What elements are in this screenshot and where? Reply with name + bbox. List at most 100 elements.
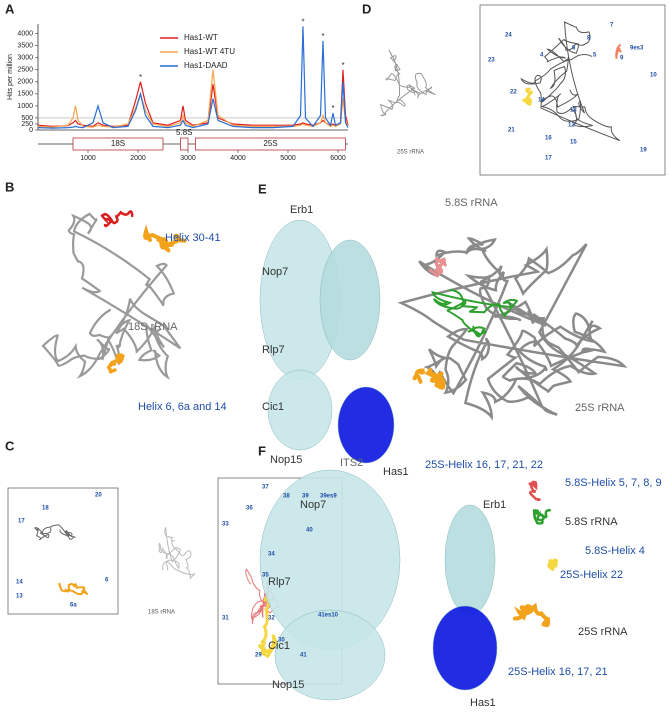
label: 22 (510, 90, 517, 96)
rna-ribbon (257, 595, 278, 659)
caption: 18S rRNA (148, 610, 175, 616)
x-tick-label: 4000 (230, 155, 246, 162)
label: 17 (18, 519, 25, 525)
label: Helix 6, 6a and 14 (138, 401, 227, 413)
label: 25S rRNA (578, 626, 628, 638)
rna-ribbon (547, 558, 558, 571)
label: Cic1 (268, 640, 290, 652)
label: 13 (16, 594, 23, 600)
label: 36 (246, 506, 253, 512)
label: 40 (306, 528, 313, 534)
series-line (37, 69, 349, 128)
label: 19 (640, 148, 647, 154)
series-line (37, 26, 349, 129)
label: 38 (283, 494, 290, 500)
inset-box (7, 487, 119, 615)
y-tick-label: 500 (21, 115, 33, 122)
rna-ribbon (532, 509, 552, 525)
label: 15 (570, 140, 577, 146)
label: Erb1 (483, 499, 506, 511)
rna-ribbon (397, 237, 628, 421)
rna-ribbon (431, 289, 519, 338)
has1-surface (337, 386, 395, 464)
annotation: * (331, 104, 334, 113)
rna-ribbon (33, 524, 76, 541)
label: 25S rRNA (575, 402, 625, 414)
rna-ribbon (58, 582, 89, 596)
label: 39 (302, 494, 309, 500)
protein-surface (267, 369, 333, 451)
label: 16 (545, 136, 552, 142)
gene-region (180, 137, 189, 151)
rna-ribbon (520, 87, 534, 106)
y-tick-label: 2000 (17, 79, 33, 86)
rna-ribbon (512, 602, 551, 628)
legend-label: Has1-WT (184, 33, 218, 42)
rna-ribbon (106, 353, 125, 374)
label: 30 (278, 638, 285, 644)
label: 23 (488, 58, 495, 64)
protein-surface (319, 239, 381, 361)
label: Helix 30-41 (165, 232, 221, 244)
y-axis-label: Hits per million (7, 54, 14, 100)
y-tick-label: 250 (21, 121, 33, 128)
rna-ribbon (412, 368, 446, 390)
x-tick-label: 3000 (180, 155, 196, 162)
label: 14 (16, 580, 23, 586)
y-tick-label: 3500 (17, 43, 33, 50)
protein-surface (444, 504, 496, 616)
label: 33 (222, 522, 229, 528)
protein-surface (274, 609, 386, 701)
label: 12 (568, 123, 575, 129)
label: 8 (587, 36, 591, 42)
label: 9 (620, 56, 624, 62)
panel-letter: E (258, 181, 267, 196)
label: 5 (593, 53, 597, 59)
annotation: * (321, 32, 324, 41)
label: Rlp7 (268, 576, 291, 588)
region-label: 18S (111, 139, 125, 148)
panel-letter: D (362, 1, 371, 16)
label: 5.8S rRNA (565, 516, 618, 528)
label: 32 (268, 616, 275, 622)
label: Nop7 (300, 499, 326, 511)
label: Nop15 (270, 454, 302, 466)
annotation: * (139, 73, 142, 82)
rna-ribbon (380, 49, 436, 117)
x-tick-label: 1000 (80, 155, 96, 162)
annotation: * (301, 18, 304, 27)
panel-letter: A (5, 1, 15, 16)
label: Rlp7 (262, 344, 285, 356)
panel-letter: B (5, 179, 14, 194)
label: ITS2 (340, 457, 363, 469)
rna-ribbon (41, 212, 182, 380)
rna-ribbon (100, 210, 134, 228)
rna-ribbon (143, 224, 187, 253)
gene-region (195, 137, 346, 151)
label: Nop7 (262, 266, 288, 278)
y-tick-label: 4000 (17, 30, 33, 37)
legend-label: Has1-DAAD (184, 61, 228, 70)
y-tick-label: 3000 (17, 55, 33, 62)
rna-ribbon (158, 527, 196, 580)
label: Has1 (383, 466, 409, 478)
label: 37 (262, 485, 269, 491)
label: 6a (70, 603, 77, 609)
label: 10 (650, 73, 657, 79)
rna-ribbon (428, 256, 447, 278)
region-label: 5.8S (176, 128, 192, 137)
y-tick-label: 1500 (17, 91, 33, 98)
label: 6 (572, 46, 576, 52)
x-tick-label: 2000 (130, 155, 146, 162)
y-tick-label: 1000 (17, 103, 33, 110)
label: 25S-Helix 16, 17, 21 (508, 666, 608, 678)
label: Cic1 (262, 401, 284, 413)
label: 5.8S rRNA (445, 197, 498, 209)
label: 6 (105, 578, 109, 584)
panel-letter: F (258, 443, 266, 458)
rna-ribbon (520, 21, 621, 142)
label: 25S-Helix 22 (560, 569, 623, 581)
label: Nop15 (272, 679, 304, 691)
label: 17 (545, 156, 552, 162)
